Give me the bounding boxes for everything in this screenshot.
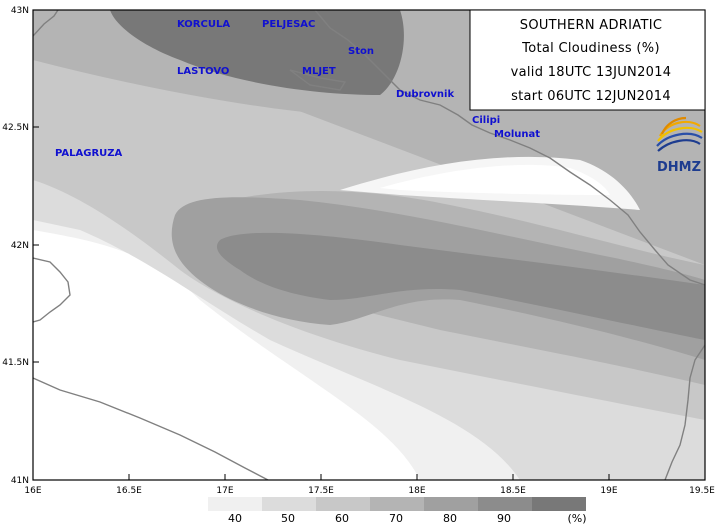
cloud-north-90 (110, 10, 404, 95)
lon-tick-label: 19E (600, 486, 617, 496)
map-title: SOUTHERN ADRIATIC (520, 18, 662, 33)
place-label-peljesac: PELJESAC (262, 19, 315, 30)
coastline-italy-gargano (33, 257, 71, 323)
lon-tick-label: 18E (408, 486, 425, 496)
lon-tick-label: 18.5E (500, 486, 526, 496)
lon-axis (32, 474, 706, 480)
place-label-mljet: MLJET (302, 66, 336, 77)
lat-tick-label: 41.5N (2, 358, 29, 368)
legend-label: 60 (335, 512, 349, 525)
place-label-molunat: Molunat (494, 129, 540, 140)
legend-swatch (532, 497, 586, 511)
lat-axis (33, 9, 39, 481)
start-time: start 06UTC 12JUN2014 (511, 89, 671, 104)
coastline-croatia (314, 10, 705, 286)
lon-tick-label: 19.5E (689, 486, 715, 496)
legend-label: 50 (281, 512, 295, 525)
lat-tick-label: 42.5N (2, 123, 29, 133)
legend-label: 70 (389, 512, 403, 525)
place-label-korcula: KORCULA (177, 19, 230, 30)
legend-swatch (424, 497, 478, 511)
coastline (33, 10, 705, 480)
coastline-italy-north (33, 10, 59, 37)
legend-unit: (%) (567, 512, 586, 525)
place-label-cilipi: Cilipi (472, 115, 500, 126)
island-mljet (289, 69, 347, 91)
lon-tick-label: 16E (24, 486, 41, 496)
lon-tick-label: 17.5E (308, 486, 334, 496)
lon-tick-label: 16.5E (116, 486, 142, 496)
legend-label: 90 (497, 512, 511, 525)
legend: 40 50 60 70 80 90 (%) (208, 497, 587, 525)
legend-color-bar (208, 497, 586, 511)
coastline-italy-south (33, 377, 269, 480)
info-box: SOUTHERN ADRIATIC Total Cloudiness (%) v… (469, 9, 706, 111)
place-label-lastovo: LASTOVO (177, 66, 229, 77)
legend-swatch (478, 497, 532, 511)
cloudiness-field (33, 10, 705, 480)
place-label-ston: Ston (348, 46, 374, 57)
place-label-palagruza: PALAGRUZA (55, 148, 123, 159)
cloud-contour-90 (216, 232, 705, 340)
valid-time: valid 18UTC 13JUN2014 (511, 65, 672, 80)
legend-swatch (316, 497, 370, 511)
coastline-albania (664, 344, 705, 480)
lat-tick-label: 42N (11, 241, 29, 251)
place-label-dubrovnik: Dubrovnik (396, 89, 454, 100)
dhmz-logo-text: DHMZ (657, 160, 701, 175)
dhmz-logo: DHMZ (656, 116, 703, 175)
dhmz-logo-swirl-icon (656, 116, 703, 152)
lat-tick-label: 41N (11, 476, 29, 486)
legend-label: 80 (443, 512, 457, 525)
legend-label: 40 (228, 512, 242, 525)
legend-swatch (208, 497, 262, 511)
cloud-gap-core (380, 164, 610, 195)
lon-tick-label: 17E (216, 486, 233, 496)
legend-swatch (370, 497, 424, 511)
map-variable: Total Cloudiness (%) (521, 41, 660, 56)
legend-swatch (262, 497, 316, 511)
place-labels: KORCULA PELJESAC Ston LASTOVO MLJET Dubr… (55, 19, 540, 159)
lat-tick-label: 43N (11, 6, 29, 16)
